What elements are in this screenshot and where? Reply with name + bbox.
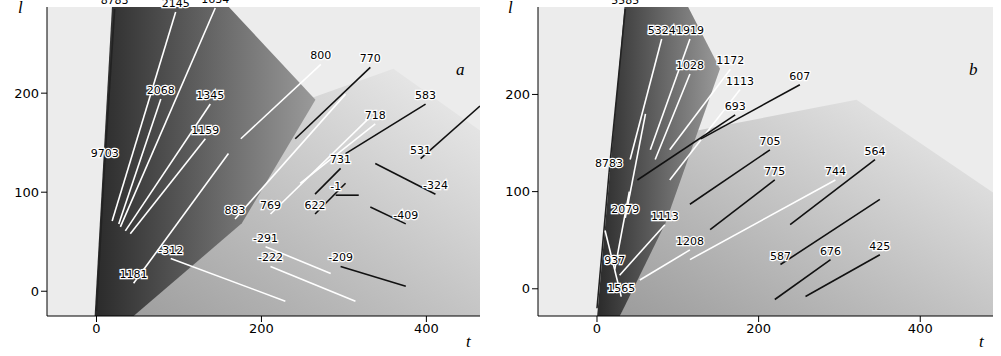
- svg-text:8783: 8783: [595, 157, 623, 170]
- svg-text:100: 100: [14, 185, 39, 200]
- svg-text:1113: 1113: [651, 210, 679, 223]
- svg-text:1345: 1345: [196, 89, 224, 102]
- svg-text:200: 200: [505, 87, 530, 102]
- svg-text:770: 770: [360, 52, 381, 65]
- svg-text:400: 400: [414, 321, 439, 336]
- svg-text:8783: 8783: [101, 0, 129, 7]
- svg-text:1919: 1919: [676, 24, 704, 37]
- svg-text:2079: 2079: [611, 203, 639, 216]
- svg-text:400: 400: [908, 321, 933, 336]
- svg-text:2068: 2068: [147, 84, 175, 97]
- svg-text:937: 937: [604, 254, 625, 267]
- svg-text:425: 425: [869, 240, 890, 253]
- svg-text:883: 883: [225, 204, 246, 217]
- html-text:t: t: [466, 332, 471, 351]
- svg-text:-209: -209: [328, 251, 353, 264]
- svg-text:1172: 1172: [716, 54, 744, 67]
- svg-text:-324: -324: [423, 179, 448, 192]
- svg-text:2145: 2145: [162, 0, 190, 10]
- svg-text:531: 531: [410, 144, 431, 157]
- svg-text:693: 693: [725, 100, 746, 113]
- svg-text:9703: 9703: [91, 147, 119, 160]
- svg-text:1565: 1565: [607, 282, 635, 295]
- svg-text:607: 607: [789, 70, 810, 83]
- html-text:t: t: [979, 332, 984, 351]
- svg-text:744: 744: [825, 165, 846, 178]
- svg-text:775: 775: [764, 165, 785, 178]
- svg-text:0: 0: [522, 281, 530, 296]
- svg-text:564: 564: [865, 145, 886, 158]
- svg-text:0: 0: [92, 321, 100, 336]
- svg-text:1159: 1159: [191, 124, 219, 137]
- svg-text:676: 676: [820, 245, 841, 258]
- svg-text:705: 705: [759, 135, 780, 148]
- svg-text:1208: 1208: [676, 235, 704, 248]
- svg-text:0: 0: [31, 284, 39, 299]
- svg-text:718: 718: [365, 109, 386, 122]
- html-text:a: a: [456, 60, 465, 79]
- svg-text:-409: -409: [393, 209, 418, 222]
- svg-text:200: 200: [249, 321, 274, 336]
- svg-text:622: 622: [305, 199, 326, 212]
- svg-text:-1: -1: [330, 180, 341, 193]
- svg-text:583: 583: [415, 89, 436, 102]
- svg-text:200: 200: [746, 321, 771, 336]
- svg-text:5585: 5585: [611, 0, 639, 7]
- svg-text:5324: 5324: [648, 24, 676, 37]
- svg-text:1028: 1028: [676, 59, 704, 72]
- svg-text:1181: 1181: [120, 268, 148, 281]
- svg-text:1634: 1634: [201, 0, 229, 6]
- svg-text:1113: 1113: [726, 75, 754, 88]
- svg-text:0: 0: [593, 321, 601, 336]
- svg-text:800: 800: [310, 49, 331, 62]
- svg-text:-291: -291: [253, 232, 278, 245]
- svg-text:769: 769: [260, 199, 281, 212]
- html-text:b: b: [969, 60, 978, 79]
- svg-text:587: 587: [770, 250, 791, 263]
- svg-text:-222: -222: [258, 251, 283, 264]
- svg-text:-312: -312: [158, 244, 183, 257]
- svg-text:731: 731: [330, 153, 351, 166]
- svg-text:100: 100: [505, 184, 530, 199]
- svg-text:200: 200: [14, 86, 39, 101]
